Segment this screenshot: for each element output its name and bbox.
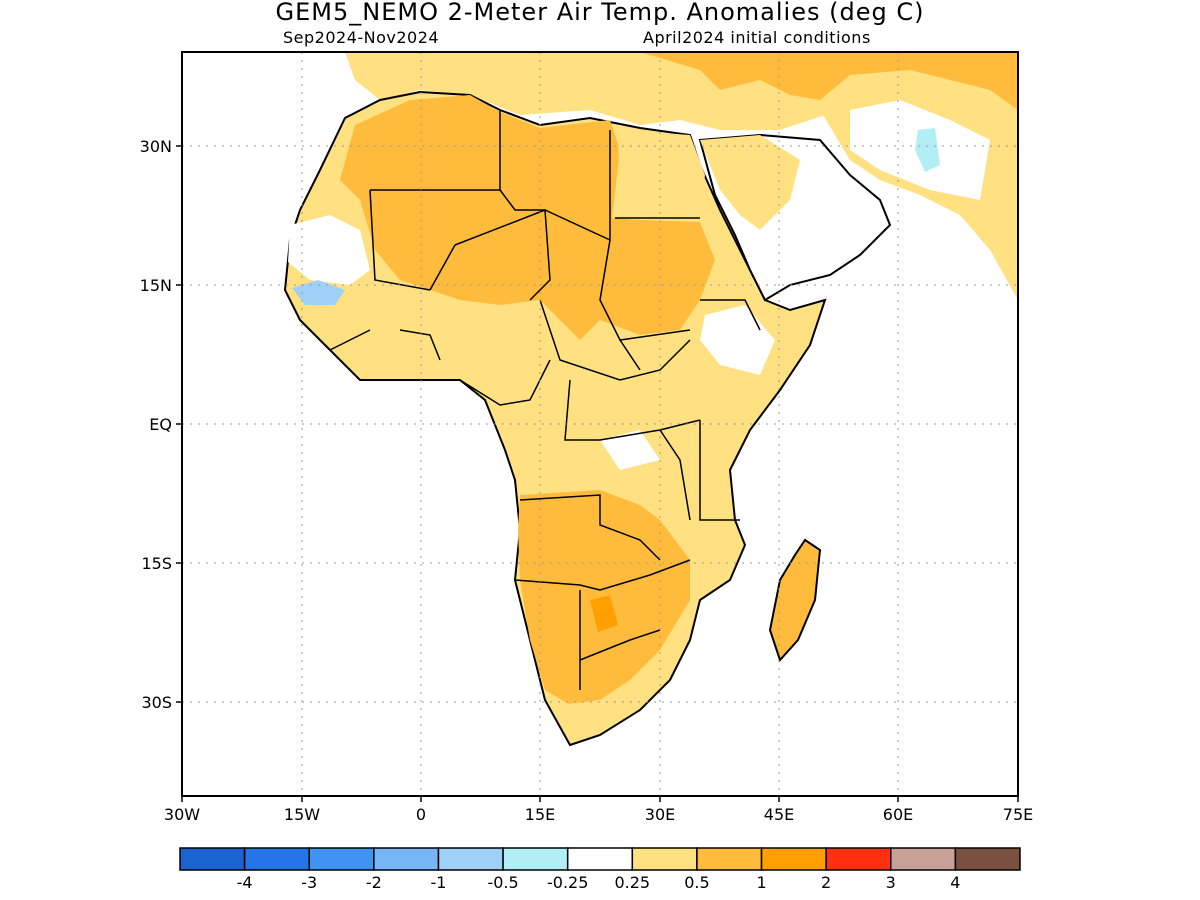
map-title: GEM5_NEMO 2-Meter Air Temp. Anomalies (d… — [275, 0, 925, 26]
colorbar-swatch — [954, 847, 1021, 871]
colorbar-swatch — [631, 847, 698, 871]
colorbar-swatch — [373, 847, 440, 871]
x-tick-label: 30W — [164, 805, 200, 824]
egypt-area — [618, 130, 705, 218]
x-tick-label: 15W — [284, 805, 320, 824]
colorbar-label: -0.5 — [487, 873, 518, 892]
colorbar-swatch — [890, 847, 957, 871]
colorbar-swatch — [566, 847, 634, 871]
colorbar-swatch — [760, 847, 827, 871]
colorbar-label: -0.25 — [547, 873, 588, 892]
colorbar-swatch — [825, 847, 892, 871]
x-tick-label: 15E — [525, 805, 555, 824]
colorbar-swatch — [179, 847, 246, 871]
colorbar-label: 4 — [950, 873, 960, 892]
gridlines — [182, 52, 1018, 796]
colorbar-label: -2 — [366, 873, 382, 892]
colorbar-swatch — [243, 847, 310, 871]
colorbar-label: -3 — [301, 873, 317, 892]
colorbar-label: -4 — [237, 873, 253, 892]
x-tick-label: 45E — [764, 805, 794, 824]
cape-neutral-area — [560, 700, 630, 720]
colorbar-label: 0.5 — [684, 873, 709, 892]
west-africa-cool-area — [292, 280, 345, 305]
colorbar-label: -1 — [430, 873, 446, 892]
initial-conditions: April2024 initial conditions — [643, 28, 871, 47]
colorbar-label: 3 — [886, 873, 896, 892]
colorbar-label: 2 — [821, 873, 831, 892]
colorbar-label: 1 — [756, 873, 766, 892]
colorbar-swatch — [696, 847, 763, 871]
colorbar-swatch — [437, 847, 504, 871]
y-tick-label: 30S — [141, 693, 172, 712]
kalahari-hot-core — [590, 595, 618, 632]
x-tick-label: 30E — [645, 805, 675, 824]
colorbar: -4 -3 -2 -1 -0.5 -0.25 0.25 0.5 1 2 3 4 — [179, 847, 1021, 892]
country-borders — [329, 110, 761, 690]
x-tick-marks — [181, 796, 1019, 802]
west-africa-neutral-area — [288, 215, 370, 285]
y-tick-label: 15N — [140, 276, 172, 295]
y-tick-label: EQ — [149, 415, 172, 434]
y-tick-label: 30N — [140, 137, 172, 156]
x-tick-label: 75E — [1003, 805, 1033, 824]
pakistan-cool-area — [915, 128, 940, 172]
x-tick-label: 60E — [883, 805, 913, 824]
colorbar-swatch — [502, 847, 569, 871]
map-layer — [283, 52, 1018, 747]
y-tick-marks — [176, 145, 182, 703]
colorbar-swatch — [308, 847, 375, 871]
forecast-period: Sep2024-Nov2024 — [283, 28, 440, 47]
europe-warm-core — [640, 52, 1018, 110]
x-tick-label: 0 — [416, 805, 426, 824]
y-tick-label: 15S — [141, 554, 172, 573]
colorbar-label: 0.25 — [614, 873, 650, 892]
congo-neutral-area — [600, 430, 660, 470]
arabia-warm-area — [700, 135, 800, 230]
